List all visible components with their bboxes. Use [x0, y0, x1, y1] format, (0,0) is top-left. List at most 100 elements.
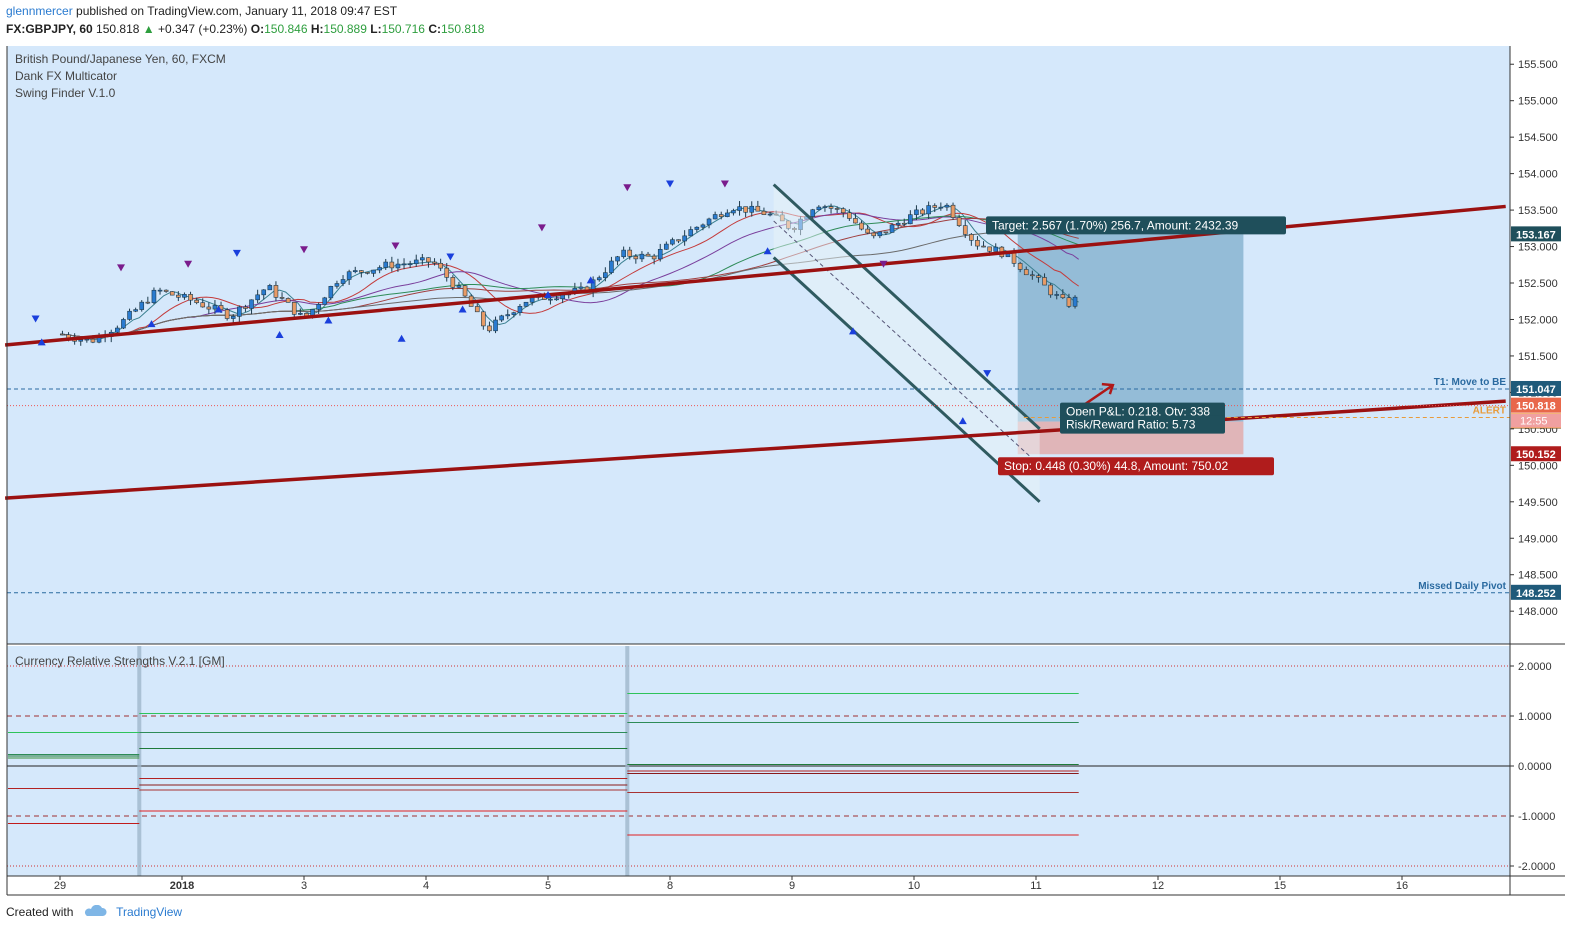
candle-body: [700, 224, 706, 228]
y-tick-label: 155.000: [1518, 96, 1558, 108]
swing-high-marker: [232, 249, 241, 257]
x-tick-label: 15: [1274, 880, 1286, 892]
price-label: 151.047: [1516, 384, 1556, 396]
countdown-box: [1511, 413, 1561, 428]
open-label: O:: [250, 22, 265, 36]
lower-indicator-title: Currency Relative Strengths V.2.1 [GM]: [15, 654, 225, 668]
candle-body: [261, 289, 267, 296]
candle-body: [389, 261, 395, 269]
candle-body: [224, 309, 230, 319]
candle-body: [920, 209, 925, 215]
swing-high-marker: [720, 180, 729, 188]
swing-low-marker: [849, 327, 857, 335]
candle-body: [194, 299, 199, 303]
swing-low-marker: [37, 338, 46, 346]
candle-body: [877, 231, 883, 237]
y-tick-label: 153.500: [1518, 205, 1558, 217]
candle-body: [1030, 274, 1035, 277]
legend-indicator-1: Dank FX Multicator: [15, 69, 118, 83]
candle-body: [1036, 275, 1041, 278]
candle-body: [377, 267, 382, 271]
main-pane-background: [7, 46, 1510, 644]
target-label: Target: 2.567 (1.70%) 256.7, Amount: 243…: [992, 218, 1238, 232]
candle-body: [401, 263, 407, 266]
candle-body: [90, 338, 96, 343]
candle-body: [950, 204, 956, 218]
swing-low-marker: [544, 290, 552, 298]
author-link[interactable]: glennmercer: [6, 4, 73, 18]
candle-body: [956, 217, 962, 226]
swing-high-marker: [537, 224, 546, 232]
candle-body: [847, 212, 852, 219]
target-label-box: [986, 216, 1286, 235]
close-label: C:: [428, 22, 441, 36]
stop-label-box: [998, 457, 1274, 476]
x-tick-label: 12: [1152, 880, 1164, 892]
candle-body: [816, 206, 822, 211]
candle-body: [346, 271, 352, 280]
candle-body: [718, 214, 724, 217]
candle-body: [981, 245, 986, 248]
candle-body: [554, 298, 559, 301]
candle-body: [987, 246, 992, 252]
candle-body: [651, 255, 657, 260]
candle-body: [926, 205, 931, 215]
swing-high-marker: [983, 370, 992, 378]
swing-low-marker: [958, 417, 967, 425]
candle-body: [859, 222, 864, 230]
candle-body: [1072, 296, 1078, 307]
y-tick-label: 151.500: [1518, 351, 1558, 363]
stop-label: Stop: 0.448 (0.30%) 44.8, Amount: 750.02: [1004, 459, 1228, 473]
change-value: +0.347 (+0.23%): [158, 22, 248, 36]
candle-body: [60, 333, 65, 336]
candle-body: [444, 267, 450, 278]
candle-body: [450, 277, 456, 288]
candle-body: [883, 231, 889, 234]
swing-low-marker: [324, 316, 333, 324]
y-tick-label: 148.000: [1518, 606, 1558, 618]
candle-body: [676, 239, 681, 242]
tradingview-link[interactable]: TradingView: [116, 905, 183, 919]
candle-body: [243, 306, 248, 309]
price-label-box: [1511, 397, 1561, 413]
candle-body: [969, 234, 974, 241]
candle-body: [1023, 269, 1029, 276]
candle-body: [731, 210, 736, 214]
price-label-box: [1511, 380, 1561, 396]
candle-body: [487, 325, 492, 332]
candle-body: [456, 285, 462, 288]
open-value: 150.846: [264, 22, 308, 36]
candle-body: [163, 289, 169, 292]
y-tick-label: 148.500: [1518, 570, 1558, 582]
swing-high-marker: [666, 180, 674, 188]
candle-body: [932, 205, 938, 208]
candle-body: [871, 232, 877, 237]
legend-indicator-2: Swing Finder V.1.0: [15, 86, 116, 100]
swing-high-marker: [300, 246, 308, 254]
candle-body: [291, 302, 297, 315]
symbol-name[interactable]: FX:GBPJPY, 60: [6, 22, 93, 36]
candle-body: [1066, 297, 1072, 307]
candle-body: [895, 222, 901, 226]
swing-low-marker: [275, 331, 284, 339]
candle-body: [962, 225, 968, 235]
price-label: 148.252: [1516, 588, 1556, 600]
horizontal-line-label: ALERT: [1473, 406, 1506, 417]
candle-body: [328, 286, 334, 299]
footer: Created with TradingView: [6, 904, 183, 919]
candle-body: [1017, 263, 1023, 270]
candle-body: [230, 316, 236, 319]
x-tick-label: 2018: [170, 880, 194, 892]
channel-fill: [773, 184, 1040, 502]
last-price: 150.818: [96, 22, 140, 36]
session-separator: [137, 646, 142, 876]
high-label: H:: [310, 22, 324, 36]
candle-body: [761, 210, 767, 215]
candle-body: [767, 213, 773, 216]
candle-body: [633, 256, 639, 260]
up-arrow-icon: ▲: [142, 22, 155, 36]
swing-low-marker: [214, 305, 223, 313]
candle-body: [609, 260, 614, 273]
candle-body: [182, 294, 187, 298]
